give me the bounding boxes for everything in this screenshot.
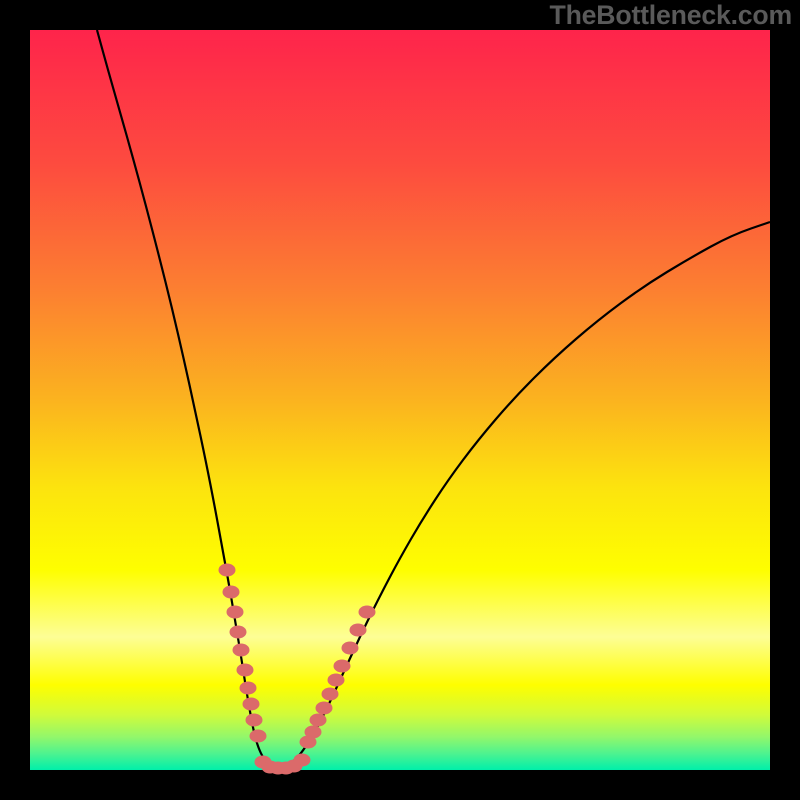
data-marker bbox=[230, 626, 246, 638]
chart-container: TheBottleneck.com bbox=[0, 0, 800, 800]
data-marker bbox=[240, 682, 256, 694]
data-marker bbox=[223, 586, 239, 598]
data-marker bbox=[310, 714, 326, 726]
data-marker bbox=[250, 730, 266, 742]
data-marker bbox=[243, 698, 259, 710]
data-marker bbox=[359, 606, 375, 618]
plot-background bbox=[30, 30, 770, 770]
data-marker bbox=[219, 564, 235, 576]
data-marker bbox=[237, 664, 253, 676]
data-marker bbox=[350, 624, 366, 636]
data-marker bbox=[316, 702, 332, 714]
data-marker bbox=[328, 674, 344, 686]
data-marker bbox=[233, 644, 249, 656]
data-marker bbox=[334, 660, 350, 672]
data-marker bbox=[246, 714, 262, 726]
data-marker bbox=[342, 642, 358, 654]
bottleneck-curve-chart bbox=[0, 0, 800, 800]
data-marker bbox=[227, 606, 243, 618]
data-marker bbox=[294, 754, 310, 766]
data-marker bbox=[305, 726, 321, 738]
data-marker bbox=[322, 688, 338, 700]
